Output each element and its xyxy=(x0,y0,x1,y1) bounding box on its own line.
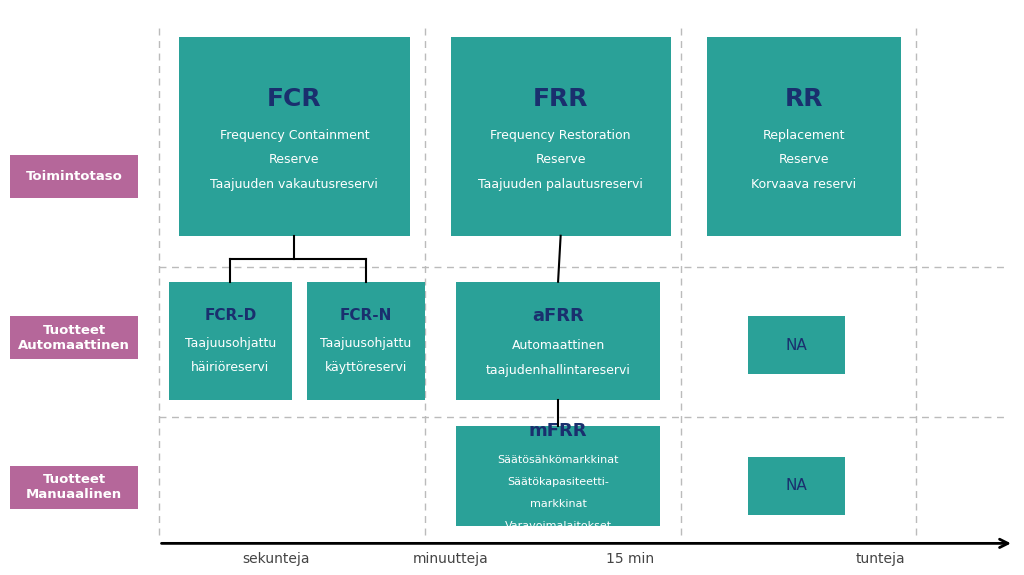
Text: markkinat: markkinat xyxy=(529,499,587,509)
Text: aFRR: aFRR xyxy=(532,307,584,325)
Text: Korvaava reservi: Korvaava reservi xyxy=(752,178,856,191)
Text: FCR-N: FCR-N xyxy=(340,308,392,324)
Text: Toimintotaso: Toimintotaso xyxy=(26,170,123,183)
Bar xyxy=(456,426,660,526)
Bar xyxy=(307,282,425,400)
Text: Tuotteet
Manuaalinen: Tuotteet Manuaalinen xyxy=(27,473,122,501)
Text: Taajuusohjattu: Taajuusohjattu xyxy=(184,336,276,350)
Text: Taajuuden vakautusreservi: Taajuuden vakautusreservi xyxy=(211,178,378,191)
Text: minuutteja: minuutteja xyxy=(413,553,488,566)
Text: FRR: FRR xyxy=(532,87,589,112)
Bar xyxy=(10,155,138,198)
Bar xyxy=(451,37,671,236)
Bar xyxy=(10,466,138,509)
Bar xyxy=(456,282,660,400)
Bar xyxy=(748,457,845,515)
Bar xyxy=(10,316,138,359)
Text: 15 min: 15 min xyxy=(606,553,653,566)
Text: sekunteja: sekunteja xyxy=(243,553,310,566)
Text: Tuotteet
Automaattinen: Tuotteet Automaattinen xyxy=(18,324,130,352)
Text: häiriöreservi: häiriöreservi xyxy=(191,361,269,374)
Bar xyxy=(748,316,845,374)
Text: RR: RR xyxy=(784,87,823,112)
Text: Varavoimalaitokset: Varavoimalaitokset xyxy=(505,522,611,531)
Text: käyttöreservi: käyttöreservi xyxy=(325,361,408,374)
Bar xyxy=(707,37,901,236)
Text: NA: NA xyxy=(785,338,807,352)
Text: Reserve: Reserve xyxy=(778,154,829,166)
Text: Säätösähkömarkkinat: Säätösähkömarkkinat xyxy=(498,455,618,465)
Bar xyxy=(169,282,292,400)
Text: Reserve: Reserve xyxy=(536,154,586,166)
Text: NA: NA xyxy=(785,478,807,493)
Text: tunteja: tunteja xyxy=(856,553,905,566)
Bar xyxy=(179,37,410,236)
Text: taajudenhallintareservi: taajudenhallintareservi xyxy=(485,364,631,377)
Text: Replacement: Replacement xyxy=(763,129,845,141)
Text: Säätökapasiteetti-: Säätökapasiteetti- xyxy=(507,477,609,487)
Text: Frequency Restoration: Frequency Restoration xyxy=(490,129,631,141)
Text: FCR: FCR xyxy=(267,87,322,112)
Text: Taajuuden palautusreservi: Taajuuden palautusreservi xyxy=(478,178,643,191)
Text: mFRR: mFRR xyxy=(528,422,588,440)
Text: Frequency Containment: Frequency Containment xyxy=(219,129,370,141)
Text: Reserve: Reserve xyxy=(269,154,319,166)
Text: Automaattinen: Automaattinen xyxy=(511,339,605,352)
Text: Taajuusohjattu: Taajuusohjattu xyxy=(321,336,412,350)
Text: FCR-D: FCR-D xyxy=(204,308,257,324)
